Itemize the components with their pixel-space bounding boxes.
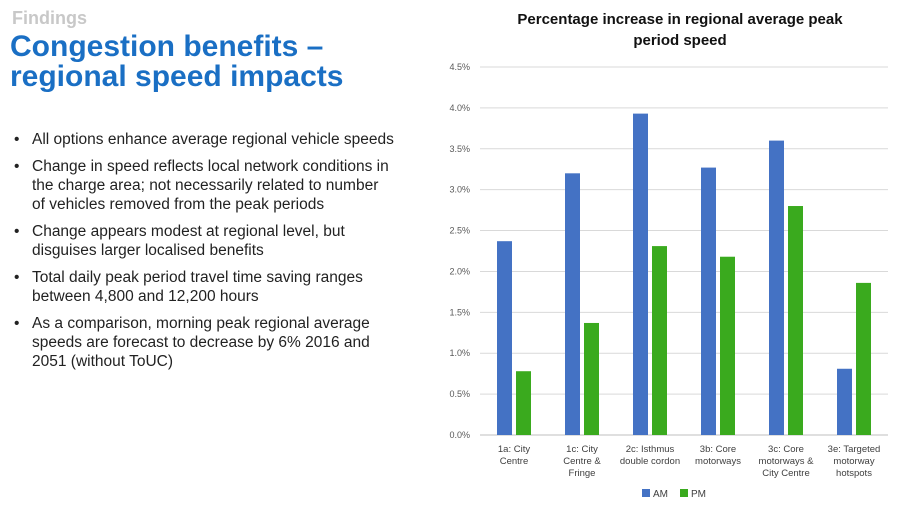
x-tick-label: motorways [695,456,741,467]
bar-am [497,241,512,435]
bullet-list: All options enhance average regional veh… [14,130,394,379]
x-tick-label: 1c: City [566,444,598,455]
legend-label: AM [653,489,668,500]
legend-label: PM [691,489,706,500]
y-tick-label: 2.0% [449,266,470,276]
x-tick-label: 3b: Core [700,444,736,455]
slide-title: Congestion benefits – regional speed imp… [10,32,430,92]
bullet-item: Change in speed reflects local network c… [14,157,394,214]
x-tick-label: 1a: City [498,444,530,455]
bullet-item: As a comparison, morning peak regional a… [14,314,394,371]
section-label: Findings [12,8,87,28]
x-tick-label: 3c: Core [768,444,804,455]
bar-am [701,167,716,435]
bullet-item: Change appears modest at regional level,… [14,222,394,260]
chart-title-line-1: Percentage increase in regional average … [517,11,843,28]
bar-am [837,368,852,435]
y-tick-label: 3.5% [449,144,470,154]
x-tick-label: City Centre [762,468,810,479]
slide-title-line-2: regional speed impacts [10,60,344,93]
bar-pm [652,246,667,435]
y-tick-label: 1.5% [449,307,470,317]
chart-title-line-2: period speed [633,32,726,49]
bullet-item: Total daily peak period travel time savi… [14,268,394,306]
legend-swatch-am [642,489,650,497]
y-axis-ticks: 0.0% 0.5% 1.0% 1.5% 2.0% 2.5% 3.0% 3.5% 4.0% 4.5% [449,62,470,440]
y-tick-label: 4.0% [449,103,470,113]
x-tick-label: motorway [833,456,874,467]
x-tick-label: Centre [500,456,529,467]
x-tick-label: double cordon [620,456,680,467]
gridlines [480,66,888,436]
bar-am [633,113,648,435]
bar-chart: Percentage increase in regional average … [449,11,888,500]
bar-pm [720,256,735,435]
x-tick-label: motorways & [759,456,815,467]
x-tick-label: hotspots [836,468,872,479]
x-tick-label: 2c: Isthmus [626,444,675,455]
bar-pm [856,282,871,435]
x-tick-label: 3e: Targeted [828,444,881,455]
y-tick-label: 2.5% [449,226,470,236]
bars [497,113,871,436]
bullet-item: All options enhance average regional veh… [14,130,394,149]
bar-am [565,173,580,436]
y-tick-label: 4.5% [449,62,470,72]
bar-pm [584,322,599,435]
legend-swatch-pm [680,489,688,497]
slide-title-line-1: Congestion benefits – [10,30,324,63]
y-tick-label: 0.0% [449,430,470,440]
bar-pm [788,206,803,435]
x-tick-label: Fringe [569,468,596,479]
x-tick-label: Centre & [563,456,601,467]
y-tick-label: 0.5% [449,389,470,399]
bar-am [769,140,784,435]
bar-pm [516,371,531,435]
legend: AM PM [642,489,706,500]
y-tick-label: 1.0% [449,348,470,358]
y-tick-label: 3.0% [449,185,470,195]
